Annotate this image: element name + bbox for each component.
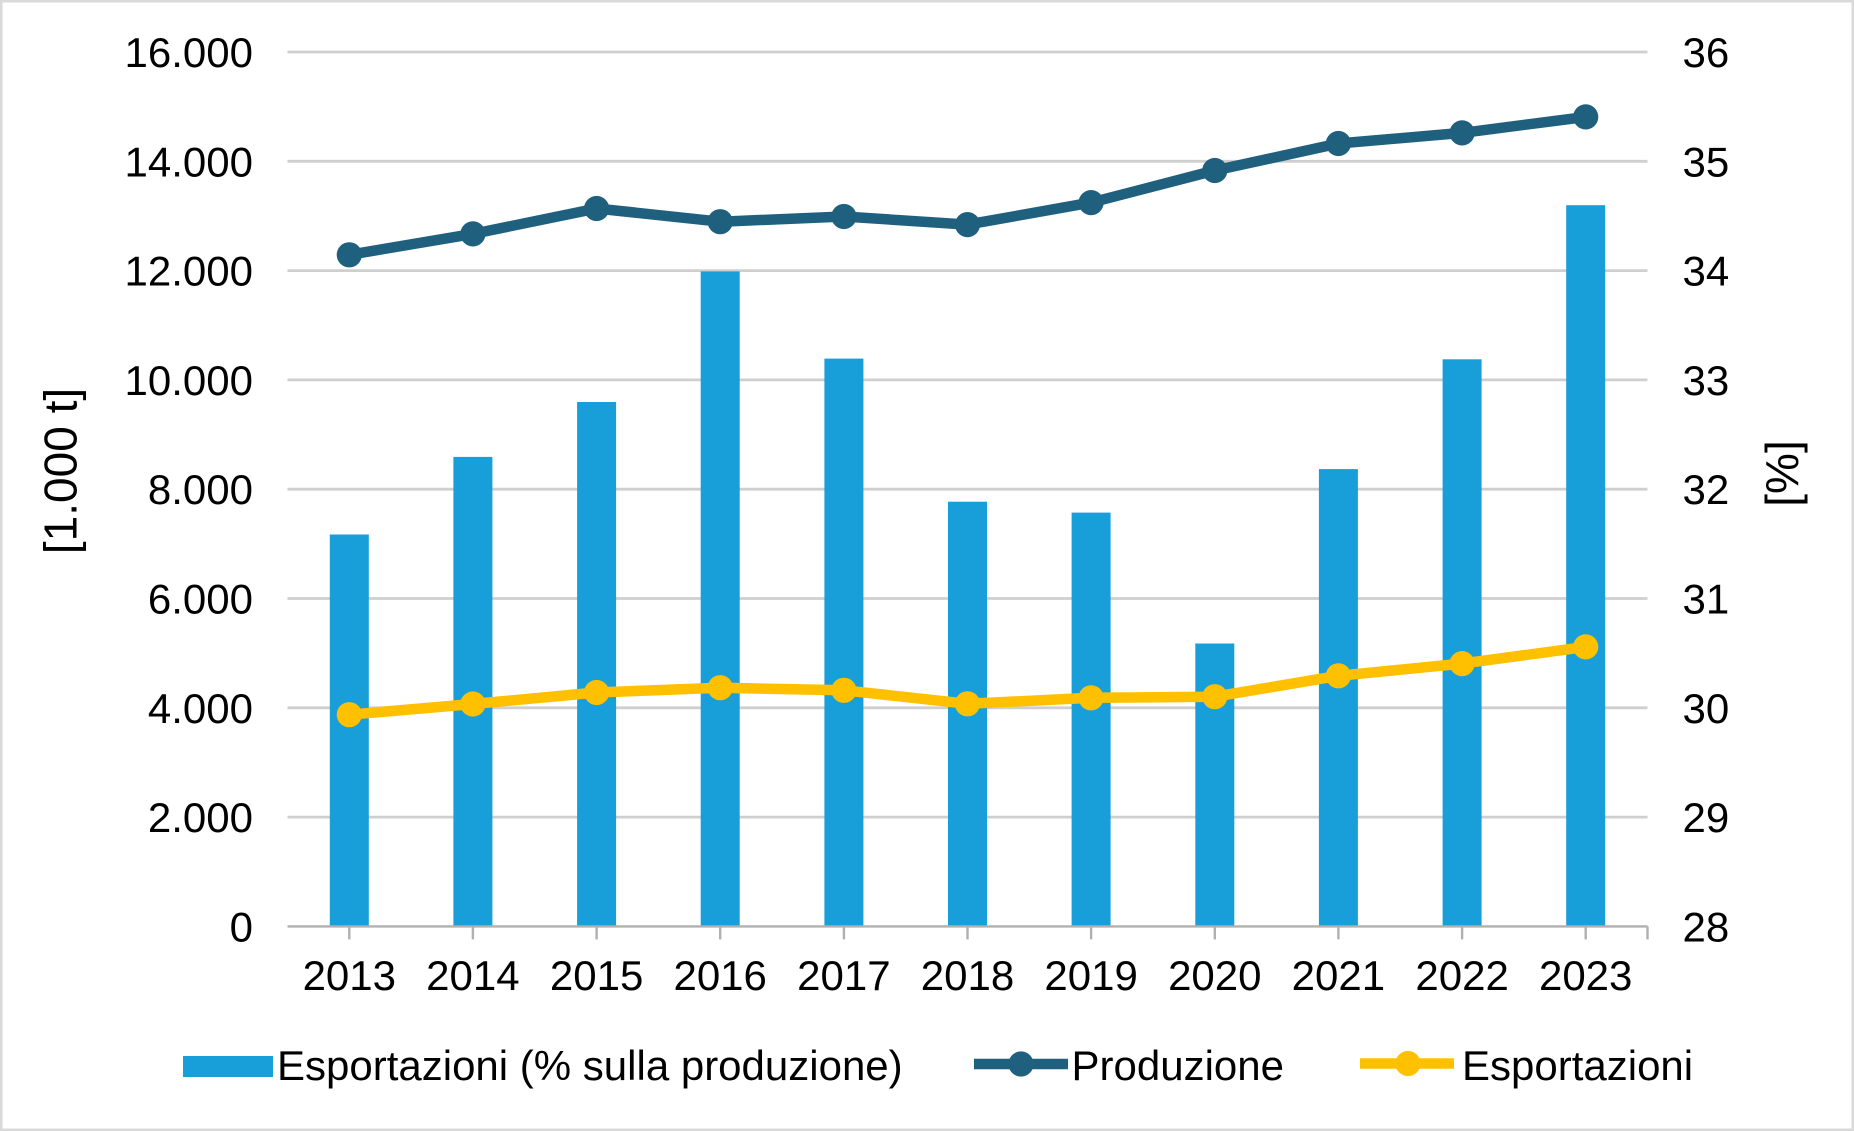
svg-text:8.000: 8.000	[148, 466, 253, 513]
svg-text:35: 35	[1683, 138, 1730, 185]
svg-text:32: 32	[1683, 466, 1730, 513]
svg-text:29: 29	[1683, 794, 1730, 841]
svg-text:28: 28	[1683, 903, 1730, 950]
svg-text:2016: 2016	[673, 952, 766, 999]
svg-text:[1.000 t]: [1.000 t]	[35, 388, 87, 554]
svg-text:2023: 2023	[1539, 952, 1632, 999]
svg-text:2019: 2019	[1044, 952, 1137, 999]
svg-text:6.000: 6.000	[148, 576, 253, 623]
svg-text:2.000: 2.000	[148, 794, 253, 841]
svg-text:2014: 2014	[426, 952, 519, 999]
svg-text:10.000: 10.000	[125, 357, 253, 404]
svg-text:33: 33	[1683, 357, 1730, 404]
svg-text:2022: 2022	[1415, 952, 1508, 999]
svg-text:31: 31	[1683, 576, 1730, 623]
svg-text:Esportazioni (% sulla produzio: Esportazioni (% sulla produzione)	[277, 1042, 903, 1089]
svg-text:36: 36	[1683, 29, 1730, 76]
svg-text:0: 0	[230, 903, 253, 950]
svg-text:12.000: 12.000	[125, 248, 253, 295]
svg-text:2021: 2021	[1292, 952, 1385, 999]
svg-text:2020: 2020	[1168, 952, 1261, 999]
svg-text:30: 30	[1683, 685, 1730, 732]
svg-text:2013: 2013	[303, 952, 396, 999]
svg-text:34: 34	[1683, 248, 1730, 295]
svg-text:2018: 2018	[921, 952, 1014, 999]
svg-text:Esportazioni: Esportazioni	[1462, 1042, 1693, 1089]
svg-text:2015: 2015	[550, 952, 643, 999]
svg-text:Produzione: Produzione	[1072, 1042, 1284, 1089]
svg-text:4.000: 4.000	[148, 685, 253, 732]
svg-text:14.000: 14.000	[125, 138, 253, 185]
svg-text:16.000: 16.000	[125, 29, 253, 76]
svg-text:[%]: [%]	[1756, 440, 1808, 506]
svg-text:2017: 2017	[797, 952, 890, 999]
